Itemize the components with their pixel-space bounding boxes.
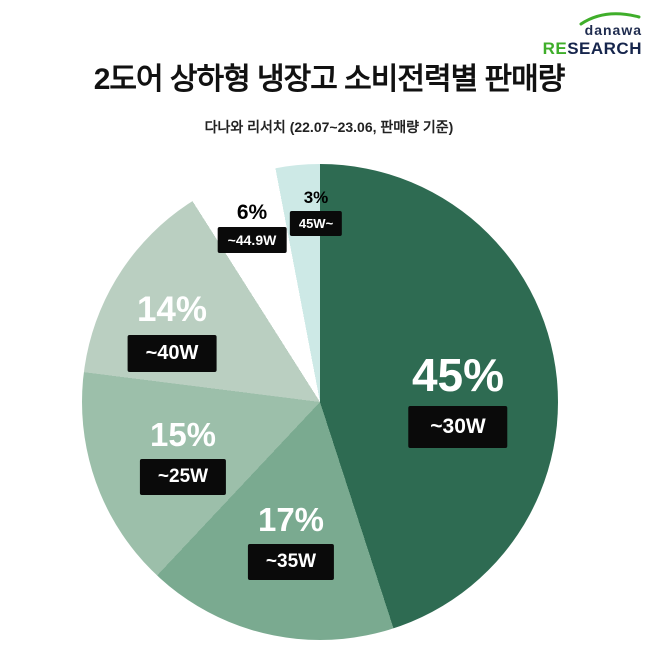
slice-label-40w: 14% ~40W — [127, 290, 217, 372]
slice-percent-45w-plus: 3% — [303, 188, 329, 207]
slice-range-tag-40w: ~40W — [127, 335, 217, 372]
slice-label-30w: 45% ~30W — [408, 349, 508, 448]
slice-percent-40w: 14% — [136, 290, 208, 329]
slice-percent-25w: 15% — [149, 416, 217, 453]
slice-range-tag-35w: ~35W — [247, 544, 335, 580]
slice-label-45w-plus: 3% 45W~ — [289, 188, 343, 236]
logo: danawa RESEARCH — [542, 12, 642, 59]
page-subtitle: 다나와 리서치 (22.07~23.06, 판매량 기준) — [204, 119, 454, 135]
slice-label-44-9w: 6% ~44.9W — [217, 201, 287, 253]
slice-label-35w: 17% ~35W — [247, 501, 335, 580]
logo-research-prefix: RE — [542, 38, 568, 58]
slice-range-tag-30w: ~30W — [408, 406, 508, 448]
slice-label-25w: 15% ~25W — [139, 416, 227, 495]
slice-range-tag-25w: ~25W — [139, 459, 227, 495]
page-title: 2도어 상하형 냉장고 소비전력별 판매량 — [93, 63, 566, 96]
danawa-swoosh-icon — [579, 12, 641, 26]
slice-percent-35w: 17% — [257, 501, 325, 538]
logo-brand-row: danawa — [579, 12, 642, 40]
logo-brand-text: danawa — [584, 22, 642, 38]
slice-range-tag-45w-plus: 45W~ — [289, 211, 343, 236]
slice-range-tag-44-9w: ~44.9W — [217, 227, 287, 253]
logo-research-text: RESEARCH — [542, 38, 642, 59]
slice-percent-30w: 45% — [411, 349, 505, 401]
slice-percent-44-9w: 6% — [236, 201, 268, 224]
logo-research-suffix: SEARCH — [567, 38, 642, 58]
